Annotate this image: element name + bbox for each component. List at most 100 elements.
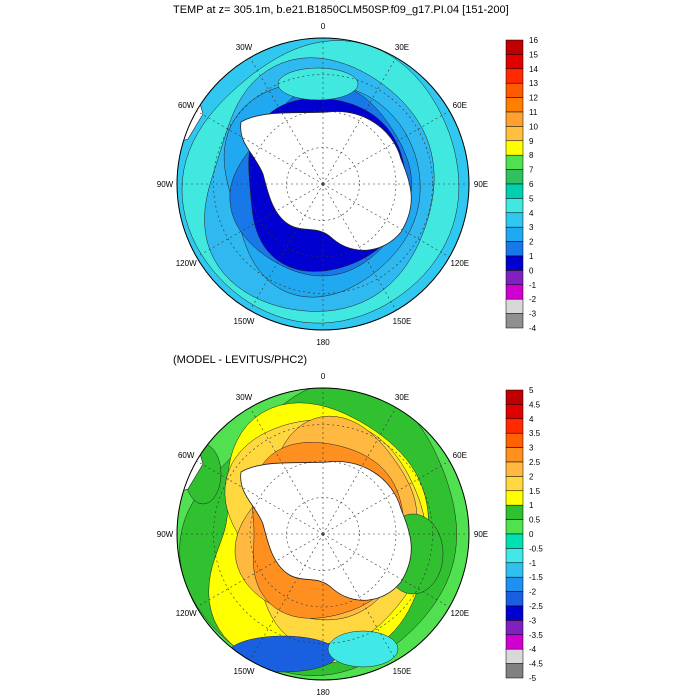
colorbar-swatch [505,298,524,314]
contour-patch [277,67,359,101]
colorbar-tick-label: 1 [529,252,534,261]
colorbar-swatch [505,39,524,55]
colorbar-swatch [505,140,524,156]
meridian-line [322,57,397,185]
colorbar-tick-label: 9 [529,137,534,146]
longitude-label: 150W [234,317,255,326]
bottom-panel-title: (MODEL - LEVITUS/PHC2) [173,354,308,366]
longitude-label: 90W [157,180,174,189]
colorbar-tick-label: -4 [529,324,537,333]
colorbar-tick-label: 16 [529,36,538,45]
meridian-line [322,110,450,185]
colorbar-tick-label: 3.5 [529,429,541,438]
colorbar-tick-label: 2 [529,238,534,247]
meridian-line [196,183,324,258]
longitude-label: 150E [393,667,412,676]
colorbar-tick-label: -3.5 [529,631,543,640]
ocean-field [177,38,469,330]
colorbar-tick-label: 6 [529,180,534,189]
colorbar-tick-label: 1 [529,501,534,510]
colorbar-swatch [505,519,524,535]
meridian-line [322,183,397,311]
top-panel-title: TEMP at z= 305.1m, b.e21.B1850CLM50SP.f0… [173,4,509,16]
colorbar-tick-label: 4 [529,209,534,218]
longitude-label: 90E [474,180,488,189]
graticule [177,38,469,330]
colorbar-tick-label: -3 [529,616,537,625]
top-polar-map: 030E60E90E120E150E180150W120W90W60W30W16… [157,22,539,347]
colorbar-swatch [505,183,524,199]
colorbar-swatch [505,476,524,492]
colorbar-swatch [505,432,524,448]
longitude-label: 0 [321,22,326,31]
longitude-label: 120E [450,259,469,268]
meridian-line [249,183,324,311]
colorbar-tick-label: 15 [529,50,538,59]
colorbar-swatch [505,270,524,286]
colorbar-tick-label: -1 [529,559,537,568]
colorbar-tick-label: -2 [529,295,537,304]
longitude-label: 180 [316,338,330,347]
meridian-line [249,57,324,185]
colorbar-swatch [505,212,524,228]
bottom-polar-map: 0 30E 60E 90E 120E 150E 180 150W 120W 90W 60W 30W 5 4… [157,372,544,697]
longitude-label: 30E [395,393,409,402]
latitude-circle [249,110,397,258]
colorbar-swatch [505,389,524,405]
colorbar-swatch [505,154,524,170]
longitude-label: 30W [236,43,253,52]
meridian-line [322,533,397,661]
longitude-label: 90W [157,530,174,539]
colorbar-tick-label: 2 [529,472,534,481]
longitude-label: 60W [178,101,195,110]
colorbar-swatch [505,634,524,650]
colorbar-tick-label: -2.5 [529,602,543,611]
colorbar-tick-label: 0.5 [529,516,541,525]
colorbar-tick-label: 5 [529,386,534,395]
longitude-label: 60W [178,451,195,460]
colorbar-swatch [505,68,524,84]
colorbar-tick-label: -1.5 [529,573,543,582]
colorbar-tick-label: -4 [529,645,537,654]
longitude-label: 0 [321,372,326,381]
colorbar-tick-label: 12 [529,94,538,103]
colorbar-swatch [505,576,524,592]
longitude-label: 120W [176,259,197,268]
colorbar-swatch [505,461,524,477]
colorbar-swatch [505,648,524,664]
meridian-line [322,183,450,258]
meridian-line [196,533,324,608]
colorbar-swatch [505,562,524,578]
colorbar-swatch [505,198,524,214]
colorbar-swatch [505,54,524,70]
colorbar-tick-label: 4.5 [529,400,541,409]
longitude-label: 150W [234,667,255,676]
colorbar-swatch [505,226,524,242]
colorbar-swatch [505,284,524,300]
colorbar-tick-label: 7 [529,166,534,175]
colorbar-tick-label: 13 [529,79,538,88]
map-border [176,387,470,681]
colorbar-tick-label: 0 [529,530,534,539]
longitude-label: 180 [316,688,330,697]
meridian-line [249,407,324,535]
colorbar-swatch [505,605,524,621]
colorbar-tick-label: 0 [529,266,534,275]
latitude-circle [213,424,433,644]
antarctica-land [240,111,412,251]
colorbar-tick-label: -1 [529,281,537,290]
colorbar-tick-label: -5 [529,674,537,683]
colorbar-swatch [505,313,524,329]
colorbar-tick-label: 14 [529,65,538,74]
colorbar-swatch [505,126,524,142]
colorbar-swatch [505,533,524,549]
meridian-line [322,460,450,535]
colorbar-swatch [505,447,524,463]
map-border [176,37,470,331]
colorbar-swatch [505,418,524,434]
colorbar-tick-label: -3 [529,310,537,319]
colorbar-tick-label: 2.5 [529,458,541,467]
colorbar-tick-label: -4.5 [529,660,543,669]
longitude-label: 30E [395,43,409,52]
